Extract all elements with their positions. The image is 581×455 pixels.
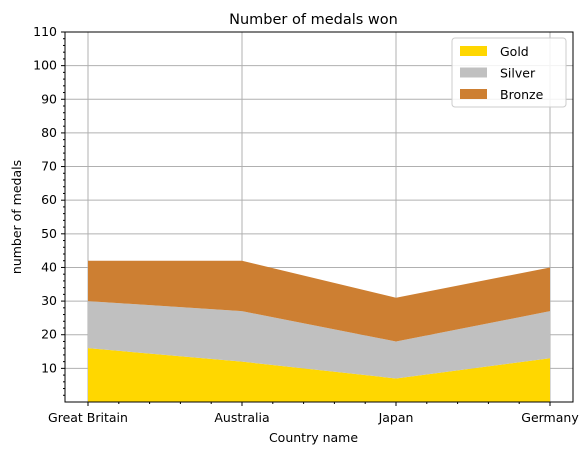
y-tick-label: 40 [41, 259, 57, 274]
legend-swatch-gold [460, 46, 487, 56]
y-tick-label: 100 [33, 58, 57, 73]
legend-swatch-silver [460, 67, 487, 78]
plot-frame [64, 31, 574, 403]
y-tick-label: 110 [33, 24, 57, 39]
chart-title: Number of medals won [229, 12, 398, 28]
x-tick-label: Japan [378, 410, 414, 425]
legend-label-silver: Silver [500, 66, 536, 81]
area-series-group [88, 260, 550, 402]
y-tick-label: 30 [41, 293, 57, 308]
area-silver [88, 301, 550, 379]
legend: Gold Silver Bronze [451, 37, 567, 108]
x-axis: Great Britain Australia Japan Germany [48, 402, 579, 425]
legend-swatch-bronze [460, 89, 487, 99]
x-tick-label: Australia [214, 410, 269, 425]
y-tick-label: 20 [41, 327, 57, 342]
y-tick-label: 10 [41, 360, 57, 375]
y-tick-label: 60 [41, 192, 57, 207]
x-tick-label: Germany [521, 410, 579, 425]
area-bronze [88, 260, 550, 342]
y-axis: 10 20 30 40 50 60 70 80 90 100 110 [33, 24, 65, 396]
y-axis-label: number of medals [9, 160, 24, 274]
legend-label-gold: Gold [500, 44, 529, 59]
y-tick-label: 80 [41, 125, 57, 140]
area-gold [88, 348, 550, 402]
x-tick-label: Great Britain [48, 410, 128, 425]
y-tick-label: 70 [41, 159, 57, 174]
x-axis-label: Country name [269, 430, 358, 445]
y-tick-label: 90 [41, 91, 57, 106]
y-tick-label: 50 [41, 226, 57, 241]
legend-label-bronze: Bronze [500, 87, 544, 102]
